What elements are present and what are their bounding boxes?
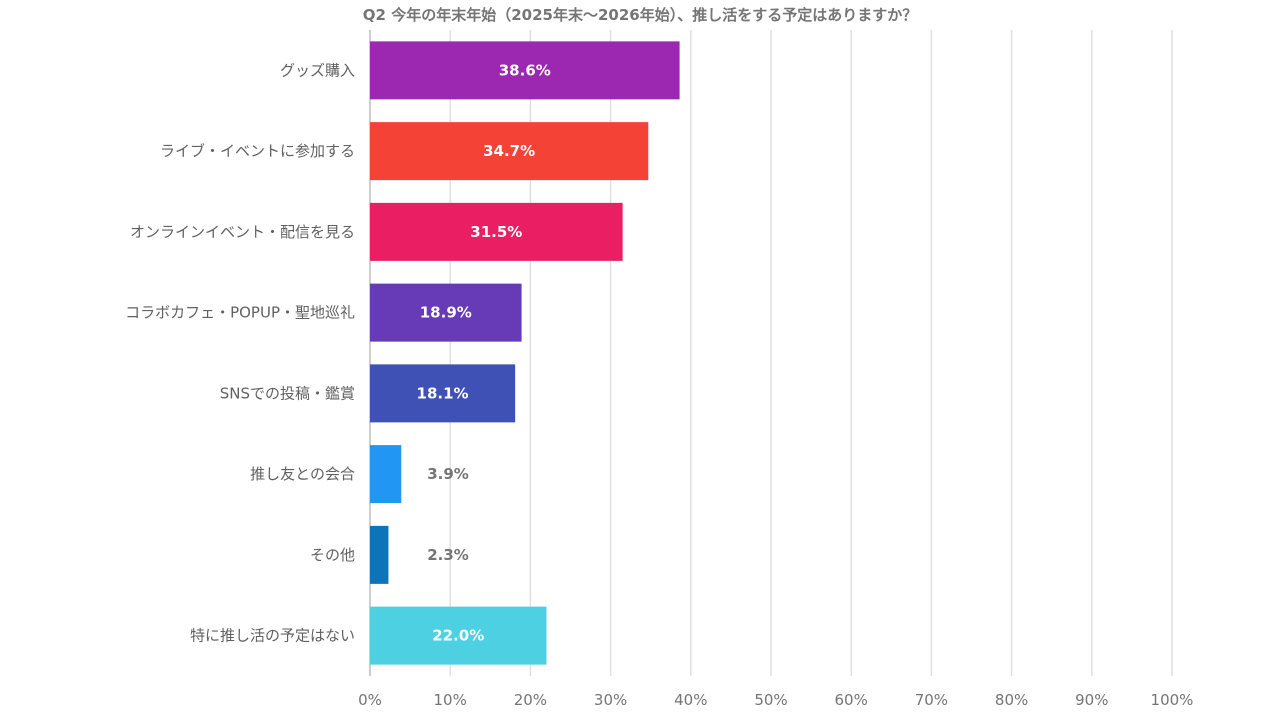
x-tick-label: 40% bbox=[674, 691, 707, 709]
data-label: 22.0% bbox=[432, 627, 484, 645]
bar bbox=[370, 606, 547, 665]
category-label: 推し友との会合 bbox=[250, 465, 355, 483]
data-label: 34.7% bbox=[483, 142, 535, 160]
bar bbox=[370, 364, 516, 423]
category-label: ライブ・イベントに参加する bbox=[160, 142, 355, 160]
category-label: 特に推し活の予定はない bbox=[190, 627, 355, 645]
x-tick-label: 50% bbox=[754, 691, 787, 709]
bar bbox=[370, 41, 680, 100]
category-label: オンラインイベント・配信を見る bbox=[130, 223, 355, 241]
x-tick-label: 10% bbox=[434, 691, 467, 709]
category-label: その他 bbox=[310, 546, 355, 564]
bar bbox=[370, 122, 649, 181]
data-label: 18.1% bbox=[417, 384, 469, 402]
x-tick-label: 0% bbox=[358, 691, 382, 709]
x-tick-label: 80% bbox=[995, 691, 1028, 709]
x-tick-label: 60% bbox=[835, 691, 868, 709]
bar bbox=[370, 283, 522, 342]
x-tick-label: 90% bbox=[1075, 691, 1108, 709]
bar bbox=[370, 525, 389, 584]
data-label: 18.9% bbox=[420, 304, 472, 322]
data-label: 31.5% bbox=[470, 223, 522, 241]
x-tick-label: 70% bbox=[915, 691, 948, 709]
x-tick-label: 100% bbox=[1151, 691, 1194, 709]
bar bbox=[370, 445, 402, 504]
category-label: SNSでの投稿・鑑賞 bbox=[220, 384, 355, 402]
chart-title: Q2 今年の年末年始（2025年末～2026年始）、推し活をする予定はありますか… bbox=[362, 6, 918, 24]
bar bbox=[370, 202, 623, 261]
x-tick-label: 20% bbox=[514, 691, 547, 709]
category-label: コラボカフェ・POPUP・聖地巡礼 bbox=[125, 304, 355, 322]
category-label: グッズ購入 bbox=[280, 61, 355, 79]
x-tick-label: 30% bbox=[594, 691, 627, 709]
data-label: 38.6% bbox=[499, 61, 551, 79]
data-label: 2.3% bbox=[427, 546, 469, 564]
data-label: 3.9% bbox=[427, 465, 469, 483]
